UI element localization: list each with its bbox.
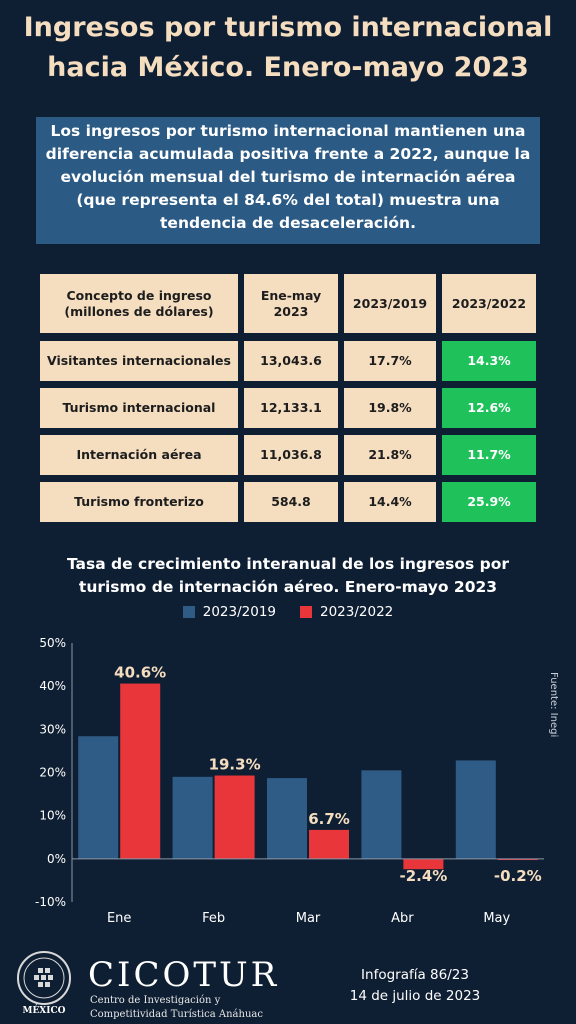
table-header-concept: Concepto de ingreso (millones de dólares…	[40, 274, 238, 333]
bar-2023-2022	[120, 683, 161, 859]
bar-2023-2022	[497, 858, 538, 861]
table-header-period: Ene-may 2023	[244, 274, 338, 333]
summary-line: Los ingresos por turismo internacional m…	[50, 122, 526, 140]
table-cell-concept: Visitantes internacionales	[40, 341, 238, 381]
bar-2023-2019	[455, 760, 496, 859]
summary-box: Los ingresos por turismo internacional m…	[36, 117, 540, 244]
summary-line: tendencia de desaceleración.	[160, 214, 416, 232]
title-line-2: hacia México. Enero-mayo 2023	[47, 52, 529, 83]
data-label: -2.4%	[399, 867, 447, 885]
source-note: Fuente: Inegi	[548, 672, 559, 738]
table-cell-amount: 13,043.6	[244, 341, 338, 381]
table-cell-concept: Turismo internacional	[40, 388, 238, 428]
university-seal-logo: MÉXICO	[12, 948, 76, 1018]
bar-2023-2019	[78, 736, 119, 859]
legend-label-2019: 2023/2019	[202, 604, 276, 620]
table-cell-vs-2019: 14.4%	[344, 482, 436, 522]
bar-2023-2022	[214, 775, 255, 859]
infographic-number: Infografía 86/23	[361, 967, 469, 983]
brand-subtitle-line-2: Competitividad Turística Anáhuac	[90, 1009, 263, 1020]
brand-subtitle-line-1: Centro de Investigación y	[90, 995, 221, 1006]
bar-2023-2022	[403, 858, 444, 870]
title-line-1: Ingresos por turismo internacional	[23, 12, 553, 43]
y-tick-label: -10%	[35, 895, 66, 909]
bar-chart: -10% 0% 10% 20% 30% 40% 50% 40.6% Ene 19.3% Feb 6.7…	[35, 636, 544, 926]
x-tick-label: Feb	[202, 911, 225, 926]
x-tick-label: Ene	[107, 911, 131, 926]
bar-2023-2022	[309, 829, 349, 859]
y-tick-label: 50%	[39, 636, 66, 650]
table-cell-vs-2022: 25.9%	[442, 482, 536, 522]
bar-2023-2019	[172, 776, 213, 859]
table-cell-amount: 584.8	[244, 482, 338, 522]
table-cell-concept: Internación aérea	[40, 435, 238, 475]
infographic-date: 14 de julio de 2023	[349, 988, 481, 1004]
page-title: Ingresos por turismo internacional hacia…	[0, 8, 576, 88]
x-tick-label: Mar	[296, 911, 321, 926]
table-cell-vs-2022: 12.6%	[442, 388, 536, 428]
data-label: 19.3%	[209, 756, 261, 774]
summary-line: evolución mensual del turismo de interna…	[60, 168, 516, 186]
y-tick-label: 10%	[39, 809, 66, 823]
y-tick-label: 20%	[39, 766, 66, 780]
summary-line: diferencia acumulada positiva frente a 2…	[45, 145, 531, 163]
table-cell-vs-2022: 11.7%	[442, 435, 536, 475]
y-tick-label: 30%	[39, 722, 66, 736]
summary-line: (que representa el 84.6% del total) mues…	[76, 191, 500, 209]
infographic-info: Infografía 86/23 14 de julio de 2023	[320, 965, 510, 1007]
table-cell-vs-2019: 17.7%	[344, 341, 436, 381]
logo-country-label: MÉXICO	[22, 1006, 66, 1016]
legend-swatch-2019	[182, 606, 195, 618]
data-label: 6.7%	[308, 810, 350, 828]
data-label: -0.2%	[494, 867, 542, 885]
chart-title: Tasa de crecimiento interanual de los in…	[66, 555, 510, 596]
bar-2023-2019	[361, 770, 402, 859]
table-cell-amount: 12,133.1	[244, 388, 338, 428]
x-tick-label: May	[483, 911, 510, 926]
brand-name: CICOTUR	[88, 955, 280, 995]
bar-2023-2019	[267, 778, 307, 859]
legend-item-2022: 2023/2022	[300, 604, 393, 620]
table-header-vs-2019: 2023/2019	[344, 274, 436, 333]
chart-legend: 2023/2019 2023/2022	[0, 604, 576, 620]
table-cell-vs-2019: 21.8%	[344, 435, 436, 475]
table-cell-amount: 11,036.8	[244, 435, 338, 475]
table-cell-vs-2019: 19.8%	[344, 388, 436, 428]
table-cell-concept: Turismo fronterizo	[40, 482, 238, 522]
brand-subtitle: Centro de Investigación y Competitividad…	[90, 994, 263, 1022]
legend-label-2022: 2023/2022	[320, 604, 394, 620]
x-tick-label: Abr	[391, 911, 414, 926]
y-tick-label: 0%	[47, 852, 66, 866]
legend-item-2019: 2023/2019	[182, 604, 276, 620]
y-tick-label: 40%	[39, 679, 66, 693]
table-cell-vs-2022: 14.3%	[442, 341, 536, 381]
table-header-vs-2022: 2023/2022	[442, 274, 536, 333]
legend-swatch-2022	[300, 606, 312, 618]
data-label: 40.6%	[114, 664, 166, 682]
